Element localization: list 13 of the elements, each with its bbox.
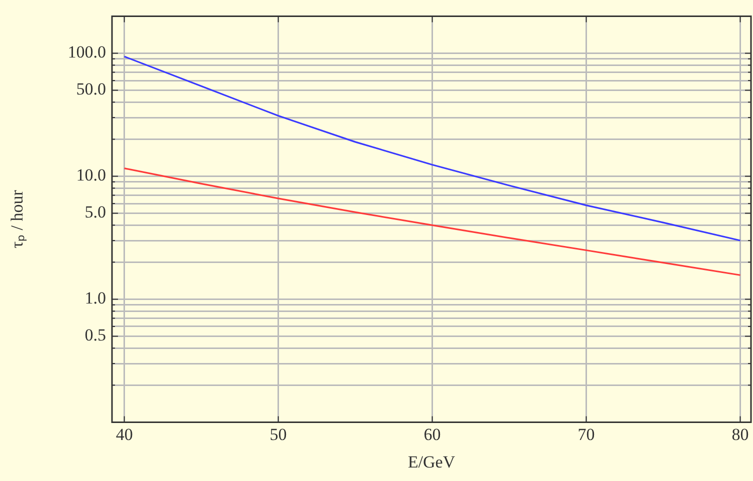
x-tick-label: 50 [270, 424, 287, 444]
x-tick-label: 80 [732, 424, 749, 444]
x-axis-title: E/GeV [408, 452, 456, 472]
y-tick-label: 10.0 [76, 166, 106, 185]
y-tick-label: 0.5 [84, 326, 106, 345]
x-tick-label: 40 [116, 424, 133, 444]
x-tick-label: 60 [424, 424, 441, 444]
y-axis-title: τₚ / hour [8, 190, 28, 248]
x-tick-label: 70 [578, 424, 595, 444]
y-tick-label: 1.0 [84, 288, 106, 308]
y-tick-label: 50.0 [76, 80, 106, 99]
y-tick-label: 100.0 [68, 42, 106, 62]
y-tick-label: 5.0 [84, 202, 106, 222]
